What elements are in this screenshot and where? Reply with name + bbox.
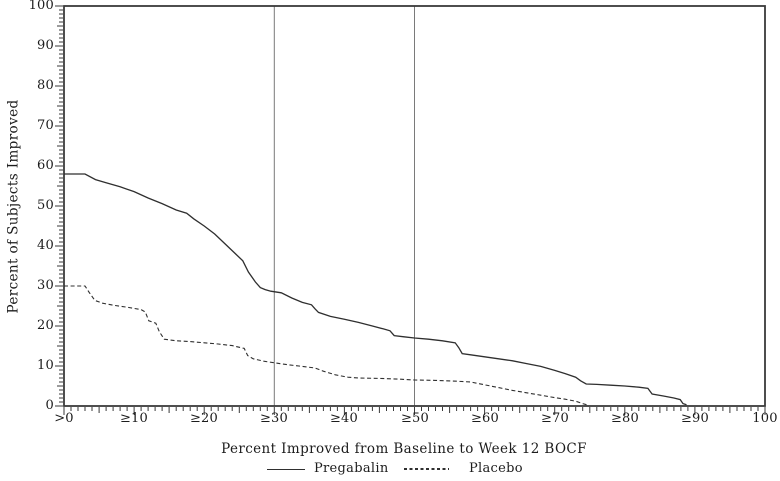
y-tick-label: 60	[37, 158, 54, 173]
x-tick-label: ≥30	[259, 411, 289, 426]
series-line-placebo	[64, 285, 589, 406]
legend-line-sample-placebo	[404, 468, 449, 470]
x-tick-label: ≥40	[329, 411, 359, 426]
x-tick-label: ≥10	[119, 411, 149, 426]
x-axis-title: Percent Improved from Baseline to Week 1…	[221, 441, 587, 457]
x-tick-label: ≥50	[400, 411, 430, 426]
y-tick-label: 10	[37, 358, 54, 373]
y-axis-ticks	[55, 5, 63, 407]
x-tick-label: ≥60	[470, 411, 500, 426]
y-tick-label: 0	[45, 398, 54, 413]
y-tick-label: 100	[28, 0, 54, 13]
x-tick-label: 100	[752, 411, 778, 426]
x-axis-ticks	[63, 407, 766, 415]
legend-line-sample-pregabalin	[267, 469, 305, 470]
legend-label-pregabalin: Pregabalin	[314, 461, 389, 476]
y-tick-label: 40	[37, 238, 54, 253]
y-tick-label: 80	[37, 78, 54, 93]
series-line-pregabalin	[64, 173, 687, 406]
y-tick-label: 90	[37, 38, 54, 53]
y-tick-label: 70	[37, 118, 54, 133]
x-tick-label: ≥80	[610, 411, 640, 426]
x-tick-label: ≥90	[680, 411, 710, 426]
y-tick-label: 30	[37, 278, 54, 293]
x-tick-label: >0	[54, 411, 74, 426]
x-tick-label: ≥20	[189, 411, 219, 426]
plot-frame	[63, 5, 766, 407]
y-tick-label: 50	[37, 198, 54, 213]
y-tick-label: 20	[37, 318, 54, 333]
x-tick-label: ≥70	[540, 411, 570, 426]
legend-label-placebo: Placebo	[469, 461, 523, 476]
